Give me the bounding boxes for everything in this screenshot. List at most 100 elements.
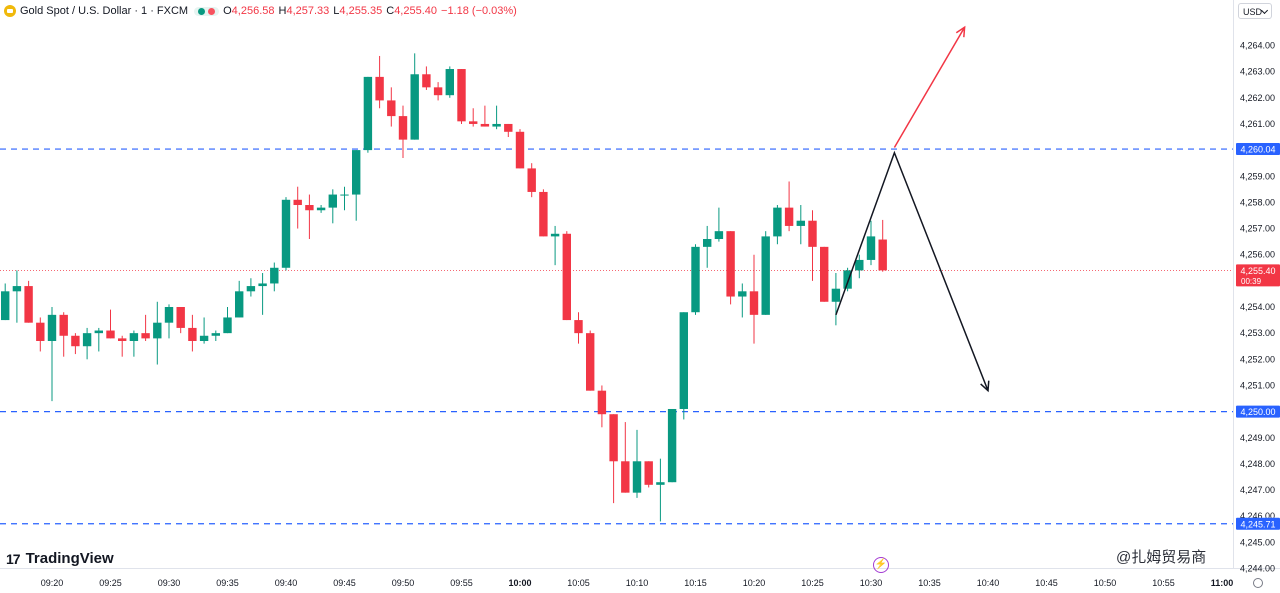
symbol-title[interactable]: Gold Spot / U.S. Dollar · 1 · FXCM	[20, 5, 189, 17]
up-arrow-head	[955, 25, 966, 38]
y-tick-label: 4,253.00	[1240, 328, 1275, 338]
candle-body	[398, 116, 408, 140]
candle-body	[714, 231, 724, 240]
candle-body	[316, 207, 326, 211]
candle-body	[562, 233, 571, 321]
x-tick-label: 10:00	[508, 578, 531, 588]
candle-body	[667, 408, 677, 483]
currency-label: USD	[1243, 7, 1263, 17]
candle-body	[656, 482, 665, 485]
candle-body	[71, 335, 80, 347]
x-tick-label: 10:20	[743, 578, 766, 588]
level-price-label: 4,250.00	[1240, 407, 1275, 417]
candle-body	[24, 286, 33, 323]
candle-body	[784, 207, 794, 226]
flag-icon	[208, 7, 216, 15]
candle-body	[749, 291, 759, 315]
y-tick-label: 4,256.00	[1240, 250, 1275, 260]
lightning-icon[interactable]: ⚡	[873, 557, 889, 573]
candle-body	[211, 333, 220, 336]
candle-body	[855, 259, 864, 271]
high-value: 4,257.33	[286, 5, 330, 17]
level-price-tag	[1236, 405, 1280, 418]
candle-body	[422, 74, 431, 88]
candle-body	[703, 239, 712, 247]
market-status-pill[interactable]	[194, 6, 220, 16]
candle-body	[176, 307, 185, 328]
x-tick-label: 09:45	[333, 578, 356, 588]
high-label: H	[278, 5, 287, 17]
candle-body	[445, 69, 454, 96]
open-label: O	[223, 5, 232, 17]
currency-selector[interactable]: USD	[1238, 3, 1272, 19]
candle-body	[1, 291, 10, 321]
y-tick-label: 4,247.00	[1240, 485, 1275, 495]
level-price-tag	[1236, 143, 1280, 156]
gear-icon[interactable]	[1253, 578, 1263, 588]
candle-body	[515, 131, 525, 169]
market-open-icon	[198, 7, 206, 15]
x-tick-label: 09:55	[450, 578, 473, 588]
candle-body	[106, 330, 115, 339]
candle-body	[36, 322, 45, 341]
tradingview-logo[interactable]: 17 TradingView	[6, 550, 114, 567]
y-tick-label: 4,258.00	[1240, 197, 1275, 207]
candle-body	[118, 338, 127, 341]
current-price-tag	[1236, 264, 1280, 287]
candle-body	[235, 291, 244, 318]
x-tick-label: 10:10	[626, 578, 649, 588]
candle-body	[141, 333, 150, 339]
brand-label: TradingView	[25, 550, 114, 567]
y-tick-label: 4,259.00	[1240, 171, 1275, 181]
y-tick-label: 4,244.00	[1240, 564, 1275, 574]
candle-body	[340, 194, 349, 196]
x-tick-label: 09:35	[216, 578, 239, 588]
current-price-label: 4,255.40	[1240, 266, 1275, 276]
x-tick-label: 10:50	[1094, 578, 1117, 588]
candle-body	[492, 123, 501, 127]
x-tick-label: 10:05	[567, 578, 590, 588]
candle-body	[773, 207, 782, 237]
countdown-label: 00:39	[1241, 277, 1262, 286]
candle-body	[679, 312, 688, 409]
candle-body	[129, 333, 139, 341]
candle-body	[363, 76, 373, 151]
candle-body	[188, 327, 197, 341]
forecast-path-line	[835, 150, 989, 391]
y-tick-label: 4,248.00	[1240, 459, 1275, 469]
candle-body	[539, 191, 548, 237]
x-tick-label: 10:25	[801, 578, 824, 588]
close-value: 4,255.40	[394, 5, 438, 17]
x-tick-label: 10:40	[977, 578, 1000, 588]
low-label: L	[333, 5, 340, 17]
candle-body	[153, 322, 162, 339]
candle-body	[632, 461, 642, 493]
candle-body	[527, 168, 536, 192]
candle-body	[258, 283, 267, 287]
candle-body	[59, 314, 68, 336]
candle-body	[352, 150, 361, 195]
candle-body	[281, 199, 291, 268]
candle-body	[609, 414, 618, 462]
level-price-tag	[1236, 517, 1280, 530]
candle-body	[328, 194, 337, 208]
candle-body	[480, 123, 490, 127]
tradingview-mark-icon: 17	[6, 550, 21, 567]
y-tick-label: 4,254.00	[1240, 302, 1275, 312]
candle-body	[433, 87, 443, 96]
open-value: 4,256.58	[231, 5, 275, 17]
x-tick-label: 10:35	[918, 578, 941, 588]
candle-body	[586, 333, 595, 391]
candle-body	[375, 76, 384, 101]
x-tick-label: 11:00	[1211, 578, 1234, 588]
candle-body	[831, 288, 841, 302]
low-value: 4,255.35	[339, 5, 383, 17]
change-value: −1.18 (−0.03%)	[441, 5, 517, 17]
candle-body	[94, 330, 103, 334]
y-tick-label: 4,261.00	[1240, 119, 1275, 129]
x-tick-label: 10:15	[684, 578, 707, 588]
y-tick-label: 4,257.00	[1240, 224, 1275, 234]
watermark: @扎姆贸易商	[1116, 549, 1207, 566]
candle-body	[644, 461, 653, 485]
